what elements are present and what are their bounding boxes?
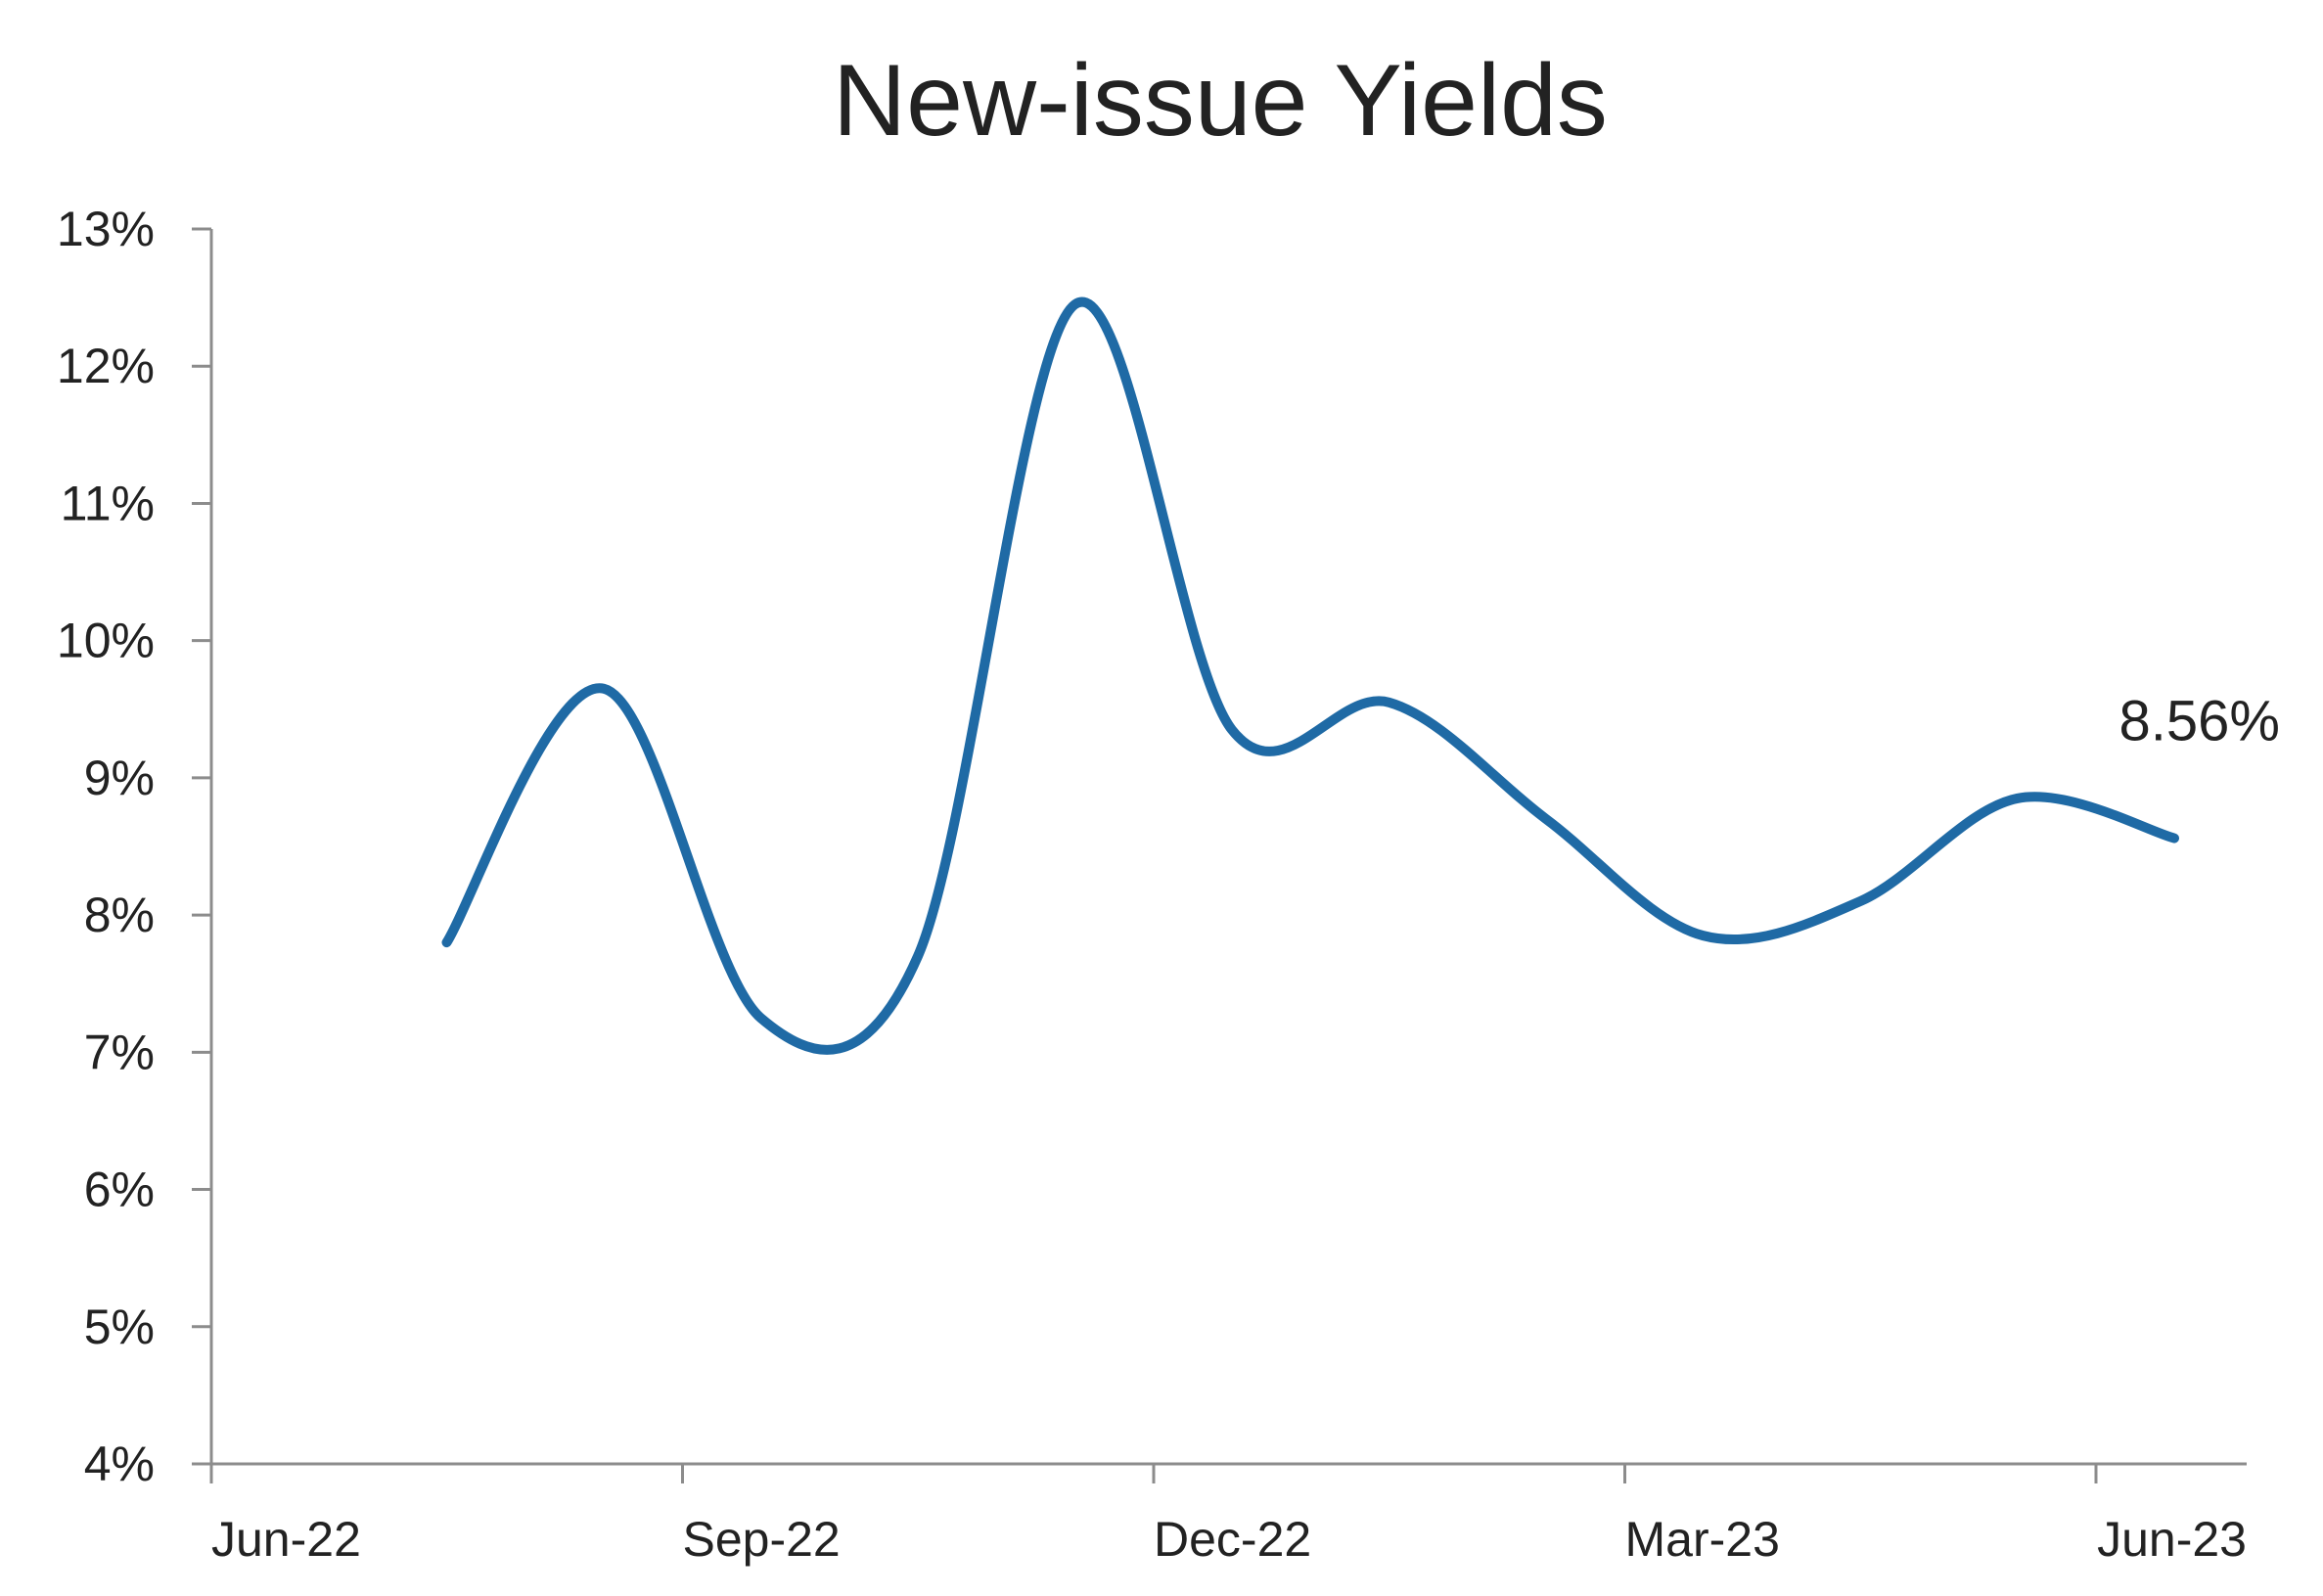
data-label: 8.56%: [2119, 690, 2280, 753]
y-tick-label: 9%: [84, 751, 155, 805]
x-axis: Jun-22 Sep-22 Dec-22 Mar-23 Jun-23: [209, 1462, 2247, 1567]
x-tick-label: Mar-23: [1625, 1512, 1780, 1567]
y-tick-label: 8%: [84, 888, 155, 942]
y-tick-label: 7%: [84, 1025, 155, 1079]
x-tick-label: Sep-22: [683, 1512, 841, 1567]
x-tick-label: Dec-22: [1154, 1512, 1311, 1567]
y-tick-label: 5%: [84, 1300, 155, 1354]
x-tick-label: Jun-23: [2097, 1512, 2247, 1567]
y-tick-label: 10%: [57, 614, 155, 668]
y-tick-label: 6%: [84, 1163, 155, 1217]
x-tick-label: Jun-22: [211, 1512, 361, 1567]
chart-title: New-issue Yields: [833, 44, 1608, 158]
y-tick-label: 4%: [84, 1436, 155, 1491]
series-line: [441, 296, 2179, 1055]
plot-area: 8.56%: [441, 296, 2280, 1055]
y-axis: 4% 5% 6% 7% 8% 9% 10% 11% 12% 13%: [57, 202, 213, 1491]
y-tick-label: 11%: [61, 476, 155, 530]
y-tick-label: 12%: [57, 339, 155, 393]
y-tick-label: 13%: [57, 202, 155, 256]
